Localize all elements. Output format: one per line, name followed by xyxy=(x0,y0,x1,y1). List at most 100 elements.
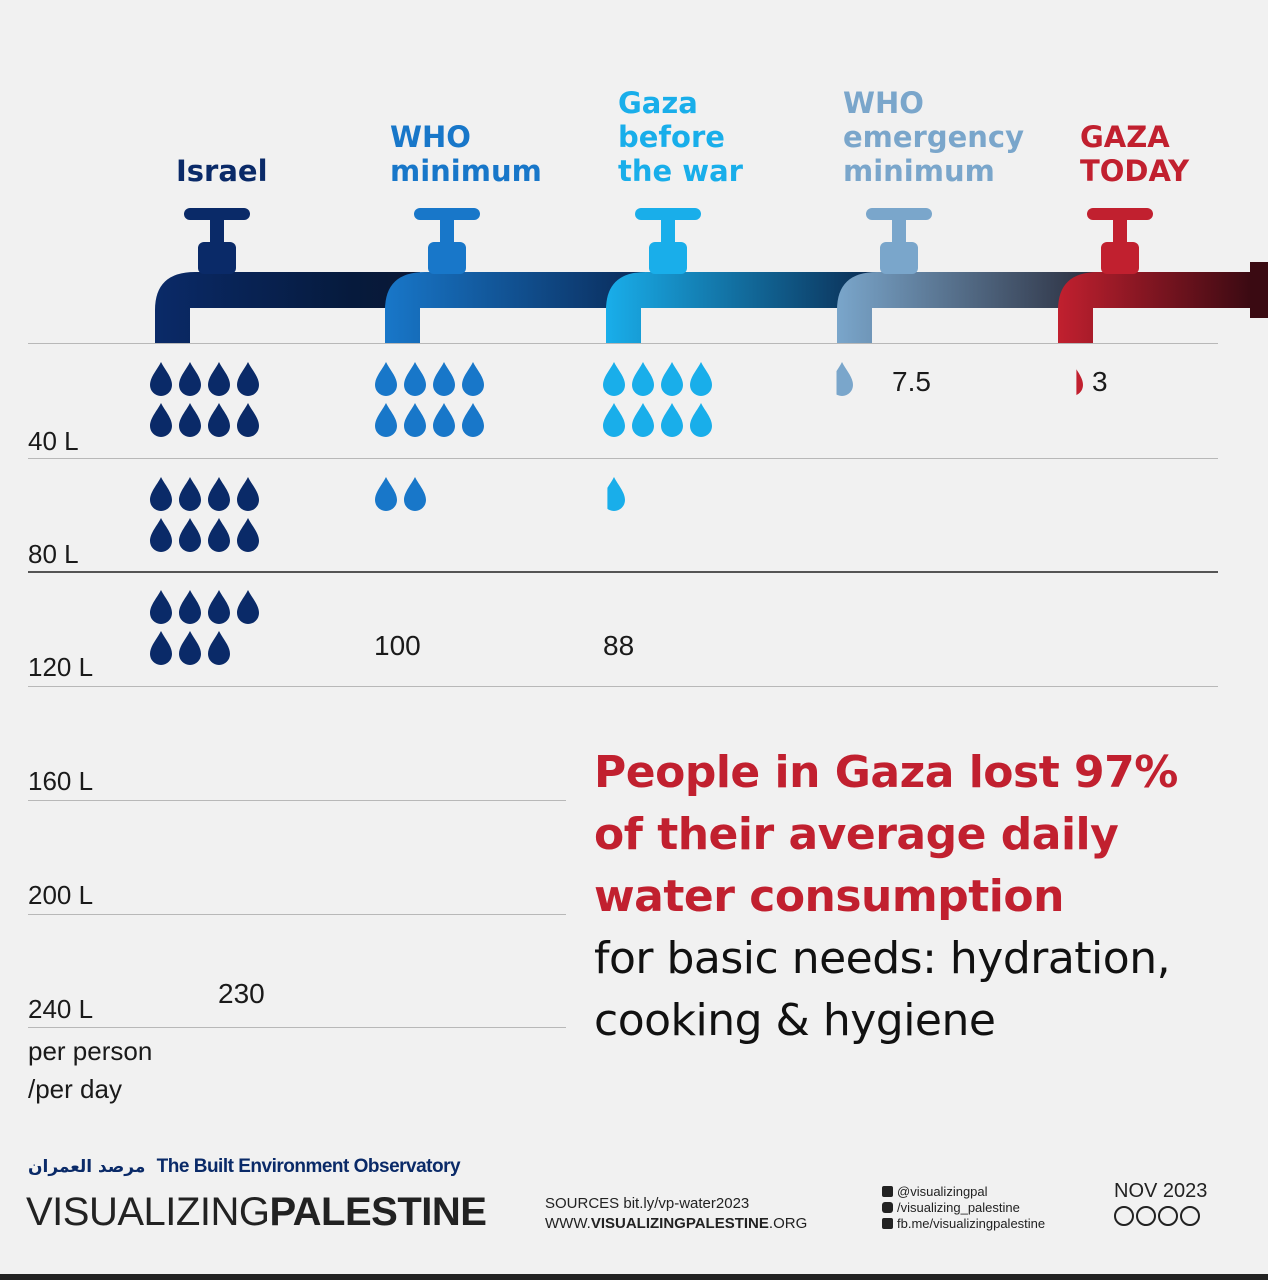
value-label-gaza-today: 3 xyxy=(1092,366,1108,397)
drop-israel-5 xyxy=(150,403,172,437)
header-who-minimum: WHO minimum xyxy=(390,120,542,188)
observatory-name: The Built Environment Observatory xyxy=(156,1156,461,1177)
header-gaza-today: GAZA TODAY xyxy=(1080,120,1190,188)
row-line-240 xyxy=(28,1027,566,1028)
header-who-emergency: WHO emergency minimum xyxy=(843,86,1025,188)
brand-logo: VISUALIZINGPALESTINE xyxy=(26,1190,487,1235)
drop-israel-21 xyxy=(150,631,172,665)
pipe-segment-gaza-before xyxy=(606,272,878,343)
pipe-end-cap xyxy=(1250,262,1268,318)
twitter-link[interactable]: @visualizingpal xyxy=(882,1184,1045,1200)
facebook-link[interactable]: fb.me/visualizingpalestine xyxy=(882,1216,1045,1232)
row-label-40: 40 L xyxy=(28,426,79,456)
tap-gaza-today xyxy=(1087,208,1153,274)
tap-pipe-graphic xyxy=(155,208,1268,343)
drop-who-minimum-3 xyxy=(433,362,455,396)
drop-israel-10 xyxy=(179,477,201,511)
headline-line-3: water consumption xyxy=(594,871,1064,922)
tap-who-minimum xyxy=(414,208,480,274)
drop-israel-8 xyxy=(237,403,259,437)
tap-who-emergency xyxy=(866,208,932,274)
headline-red: People in Gaza lost 97% of their average… xyxy=(594,742,1234,928)
drop-gaza-before-7 xyxy=(661,403,683,437)
drop-israel-18 xyxy=(179,590,201,624)
drop-israel-7 xyxy=(208,403,230,437)
row-line-160 xyxy=(28,800,566,801)
subtext-line-1: for basic needs: hydration, xyxy=(594,933,1171,984)
drop-gaza-today-1 xyxy=(1076,369,1083,396)
value-label-gaza-before: 88 xyxy=(603,630,635,661)
drop-israel-2 xyxy=(179,362,201,396)
drop-israel-9 xyxy=(150,477,172,511)
pipe-segment-who-minimum xyxy=(385,272,645,343)
row-label-80: 80 L xyxy=(28,539,79,569)
drop-israel-23 xyxy=(208,631,230,665)
sources-link[interactable]: bit.ly/vp-water2023 xyxy=(623,1195,750,1212)
value-label-who-minimum: 100 xyxy=(374,630,421,661)
row-line-200 xyxy=(28,914,566,915)
brand-bold: PALESTINE xyxy=(269,1190,487,1234)
drop-who-minimum-8 xyxy=(462,403,484,437)
instagram-link[interactable]: /visualizing_palestine xyxy=(882,1200,1045,1216)
drop-israel-16 xyxy=(237,518,259,552)
drop-israel-1 xyxy=(150,362,172,396)
by-icon xyxy=(1136,1206,1156,1226)
instagram-icon xyxy=(882,1202,893,1213)
row-label-120: 120 L xyxy=(28,652,94,682)
social-block: @visualizingpal /visualizing_palestine f… xyxy=(882,1184,1045,1232)
drop-israel-4 xyxy=(237,362,259,396)
drop-israel-14 xyxy=(179,518,201,552)
sources-block: SOURCES bit.ly/vp-water2023 WWW.VISUALIZ… xyxy=(545,1194,807,1234)
website-link[interactable]: WWW.VISUALIZINGPALESTINE.ORG xyxy=(545,1215,808,1232)
tap-gaza-before xyxy=(635,208,701,274)
tap-israel xyxy=(184,208,250,274)
value-label-israel: 230 xyxy=(218,978,265,1009)
observatory-line: مرصد العمران The Built Environment Obser… xyxy=(28,1156,461,1178)
drop-israel-3 xyxy=(208,362,230,396)
header-gaza-before-war: Gaza before the war xyxy=(618,86,743,188)
pipe-segment-israel xyxy=(155,272,420,343)
nc-icon xyxy=(1158,1206,1178,1226)
drop-gaza-before-3 xyxy=(661,362,683,396)
brand-light: VISUALIZING xyxy=(26,1190,270,1234)
drop-israel-22 xyxy=(179,631,201,665)
headline-subtext: for basic needs: hydration, cooking & hy… xyxy=(594,928,1234,1052)
drop-israel-19 xyxy=(208,590,230,624)
row-line-40 xyxy=(28,458,1218,459)
drop-who-minimum-9 xyxy=(375,477,397,511)
sources-label: SOURCES xyxy=(545,1195,620,1212)
drop-who-minimum-6 xyxy=(404,403,426,437)
nd-icon xyxy=(1180,1206,1200,1226)
header-israel: Israel xyxy=(176,154,268,188)
subtext-line-2: cooking & hygiene xyxy=(594,995,996,1046)
drop-who-emergency-1 xyxy=(836,362,853,396)
drop-gaza-before-1 xyxy=(603,362,625,396)
row-line-120 xyxy=(28,686,1218,687)
drop-israel-12 xyxy=(237,477,259,511)
cc-icon xyxy=(1114,1206,1134,1226)
drop-israel-20 xyxy=(237,590,259,624)
drop-israel-13 xyxy=(150,518,172,552)
drop-who-minimum-4 xyxy=(462,362,484,396)
headline-line-2: of their average daily xyxy=(594,809,1119,860)
drop-who-minimum-2 xyxy=(404,362,426,396)
row-label-240: 240 L xyxy=(28,994,94,1024)
drop-israel-6 xyxy=(179,403,201,437)
row-line-80 xyxy=(28,571,1218,573)
bottom-border xyxy=(0,1274,1268,1280)
facebook-icon xyxy=(882,1218,893,1229)
row-label-200: 200 L xyxy=(28,880,94,910)
row-line-top xyxy=(28,343,1218,344)
pipe-segment-gaza-today xyxy=(1058,272,1252,343)
creative-commons-icons xyxy=(1114,1206,1200,1231)
drop-gaza-before-5 xyxy=(603,403,625,437)
drop-who-minimum-5 xyxy=(375,403,397,437)
drop-israel-15 xyxy=(208,518,230,552)
drop-israel-17 xyxy=(150,590,172,624)
twitter-icon xyxy=(882,1186,893,1197)
value-label-who-emergency: 7.5 xyxy=(892,366,931,397)
drop-gaza-before-6 xyxy=(632,403,654,437)
drop-who-minimum-7 xyxy=(433,403,455,437)
drop-who-minimum-1 xyxy=(375,362,397,396)
drop-israel-11 xyxy=(208,477,230,511)
